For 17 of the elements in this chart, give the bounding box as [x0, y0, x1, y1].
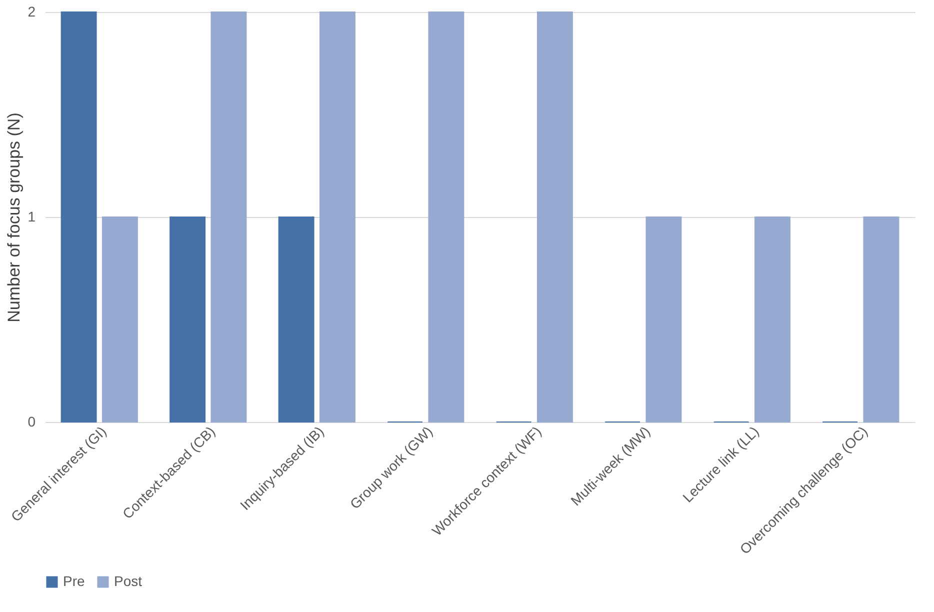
bar: [863, 216, 900, 422]
bar: [428, 12, 464, 422]
bar: [754, 216, 790, 422]
bar: [646, 216, 682, 422]
bar: [60, 12, 97, 422]
bar: [210, 12, 247, 422]
bar: [278, 216, 314, 422]
bar: [536, 12, 573, 422]
bar: [102, 216, 138, 422]
y-axis-title: Number of focus groups (N): [4, 112, 24, 322]
y-tick-label: 2: [28, 4, 36, 20]
legend-label: Post: [114, 573, 142, 589]
bar: [319, 12, 356, 422]
bar: [170, 216, 206, 422]
y-tick-label: 0: [28, 414, 36, 430]
y-tick-label: 1: [28, 208, 36, 224]
legend-label: Pre: [63, 573, 85, 589]
